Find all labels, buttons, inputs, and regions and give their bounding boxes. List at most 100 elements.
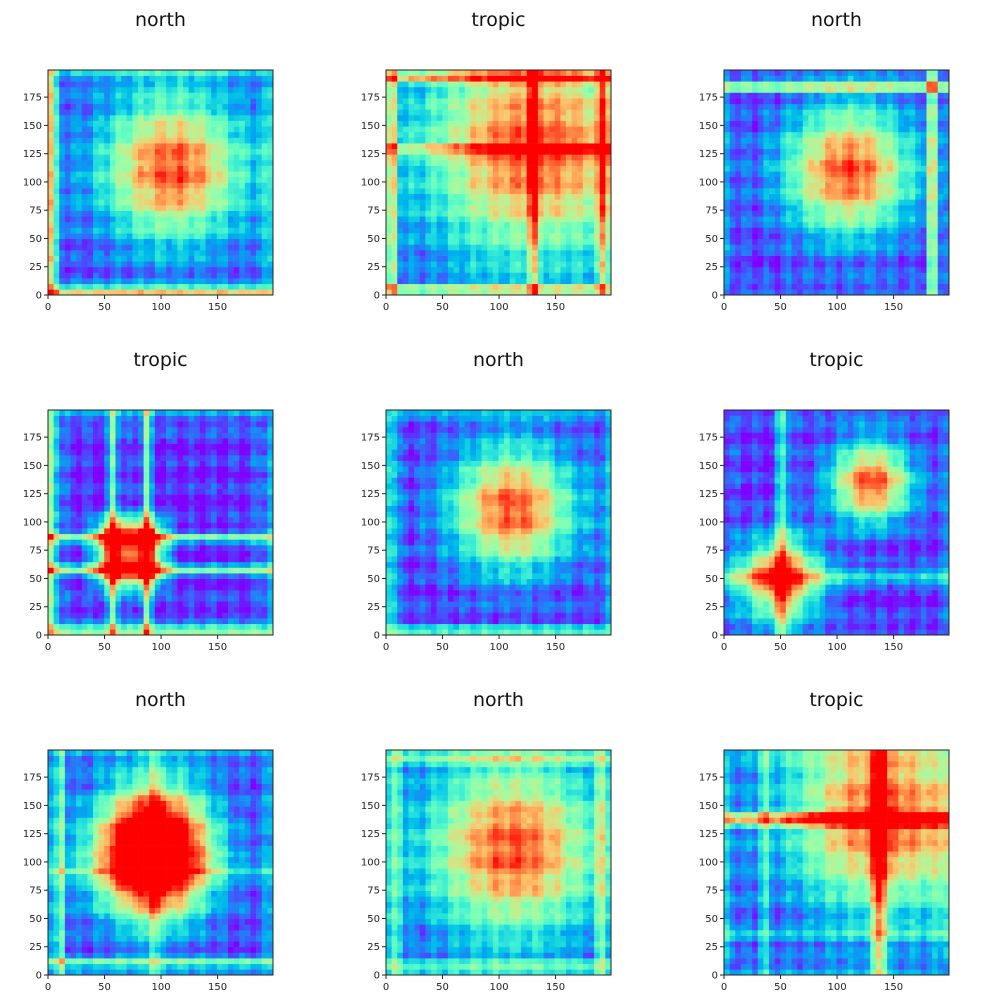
heatmap-cell <box>543 120 550 127</box>
heatmap-cell <box>752 86 759 93</box>
heatmap-cell <box>199 165 206 172</box>
heatmap-cell <box>222 154 229 161</box>
heatmap-cell <box>594 154 601 161</box>
heatmap-cell <box>554 272 561 279</box>
heatmap-cell <box>537 199 544 206</box>
heatmap-cell <box>93 171 99 178</box>
heatmap-cell <box>729 221 736 228</box>
heatmap-cell <box>194 131 201 138</box>
heatmap-cell <box>582 75 589 82</box>
heatmap-cell <box>842 120 849 127</box>
heatmap-cell <box>752 171 759 178</box>
heatmap-cell <box>509 137 516 144</box>
heatmap-cell <box>222 227 229 234</box>
heatmap-cell <box>724 182 730 189</box>
heatmap-cell <box>825 278 832 285</box>
heatmap-cell <box>892 171 899 178</box>
heatmap-cell <box>391 103 398 110</box>
heatmap-cell <box>402 160 409 166</box>
heatmap-cell <box>735 289 742 296</box>
heatmap-cell <box>577 86 584 93</box>
heatmap-cell <box>391 216 398 223</box>
heatmap-cell <box>59 238 66 245</box>
heatmap-cell <box>98 199 105 206</box>
heatmap-cell <box>216 193 223 200</box>
heatmap-cell <box>267 210 274 217</box>
heatmap-cell <box>53 109 60 116</box>
heatmap-cell <box>915 227 922 234</box>
heatmap-cell <box>228 165 234 172</box>
heatmap-cell <box>109 131 116 138</box>
heatmap-cell <box>791 205 798 211</box>
heatmap-cell <box>48 629 54 636</box>
heatmap-cell <box>154 205 161 211</box>
heatmap-cell <box>267 109 274 116</box>
heatmap-cell <box>408 227 415 234</box>
heatmap-cell <box>459 115 466 121</box>
heatmap-cell <box>509 98 516 105</box>
heatmap-cell <box>735 148 742 155</box>
heatmap-cell <box>560 160 567 166</box>
heatmap-cells <box>724 70 950 296</box>
heatmap-cell <box>515 289 522 296</box>
heatmap-cell <box>53 176 60 183</box>
heatmap-cell <box>932 188 939 195</box>
heatmap-cell <box>571 188 578 195</box>
heatmap-cell <box>222 255 229 262</box>
heatmap-cell <box>881 75 888 82</box>
heatmap-cell <box>870 171 877 178</box>
heatmap-cell <box>233 182 240 189</box>
heatmap-cell <box>864 255 871 262</box>
heatmap-cell <box>233 171 240 178</box>
heatmap-cell <box>814 143 820 150</box>
heatmap-cell <box>402 255 409 262</box>
heatmap-cell <box>830 205 837 211</box>
heatmap-cell <box>233 98 240 105</box>
heatmap-cell <box>431 193 437 200</box>
heatmap-cell <box>459 272 466 279</box>
heatmap-cell <box>791 154 798 161</box>
heatmap-cell <box>515 210 522 217</box>
heatmap-cell <box>476 148 482 155</box>
heatmap-cell <box>549 244 556 251</box>
heatmap-cell <box>109 250 116 256</box>
heatmap-cell <box>498 120 505 127</box>
heatmap-cell <box>256 216 263 223</box>
heatmap-cell <box>920 81 927 88</box>
heatmap-cell <box>836 109 843 116</box>
heatmap-cell <box>898 210 905 217</box>
heatmap-cell <box>549 75 556 82</box>
heatmap-cell <box>453 205 460 211</box>
heatmap-cell <box>785 81 792 88</box>
y-tick-label: 75 <box>705 206 718 217</box>
heatmap-cell <box>397 261 404 268</box>
heatmap-cell <box>228 98 234 105</box>
heatmap-cell <box>830 199 837 206</box>
heatmap-cell <box>487 143 494 150</box>
heatmap-cell <box>842 137 849 144</box>
heatmap-cell <box>571 86 578 93</box>
heatmap-cell <box>746 81 753 88</box>
heatmap-cell <box>481 205 488 211</box>
heatmap-cell <box>509 182 516 189</box>
y-tick-label: 0 <box>712 291 718 302</box>
heatmap-cell <box>391 126 398 133</box>
heatmap-cell <box>143 210 150 217</box>
heatmap-cell <box>53 86 60 93</box>
heatmap-cell <box>59 483 66 490</box>
heatmap-cell <box>121 255 128 262</box>
heatmap-cell <box>183 238 189 245</box>
heatmap-cell <box>93 272 99 279</box>
heatmap-cell <box>521 75 527 82</box>
heatmap-cell <box>515 143 522 150</box>
heatmap-cell <box>785 131 792 138</box>
heatmap-cell <box>183 171 189 178</box>
heatmap-cell <box>836 289 843 296</box>
heatmap-cell <box>521 148 527 155</box>
heatmap-cell <box>808 210 815 217</box>
heatmap-cell <box>898 103 905 110</box>
heatmap-cell <box>853 143 860 150</box>
heatmap-cell <box>537 193 544 200</box>
heatmap-cell <box>599 75 606 82</box>
heatmap-cell <box>571 278 578 285</box>
